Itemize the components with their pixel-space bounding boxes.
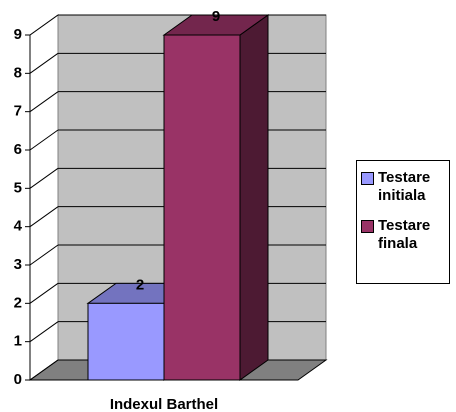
data-label: 2 xyxy=(136,276,144,293)
y-tick-label: 8 xyxy=(14,64,22,81)
legend-entry: Testare initiala xyxy=(361,169,449,205)
legend: Testare initiala Testare finala xyxy=(356,160,450,284)
y-tick-label: 1 xyxy=(14,333,22,350)
y-tick-label: 7 xyxy=(14,103,22,120)
y-tick-label: 0 xyxy=(14,371,22,388)
grid-line xyxy=(29,167,59,189)
legend-swatch xyxy=(361,220,374,233)
bar xyxy=(163,34,241,381)
data-label: 9 xyxy=(212,8,220,25)
y-tick-label: 9 xyxy=(14,26,22,43)
grid-line xyxy=(29,244,59,266)
grid-line xyxy=(29,206,59,228)
grid-line xyxy=(29,91,59,113)
y-tick-label: 3 xyxy=(14,256,22,273)
y-tick-label: 4 xyxy=(14,218,23,235)
grid-line xyxy=(29,129,59,151)
grid-line xyxy=(29,52,59,74)
grid-line xyxy=(29,14,59,36)
legend-label: Testare finala xyxy=(378,217,431,252)
bar-side xyxy=(239,14,269,381)
y-tick-label: 6 xyxy=(14,141,22,158)
y-tick-label: 2 xyxy=(14,294,22,311)
grid-line xyxy=(29,282,59,304)
bar xyxy=(87,302,165,381)
y-tick-label: 5 xyxy=(14,179,22,196)
legend-entry: Testare finala xyxy=(361,217,449,253)
legend-swatch xyxy=(361,172,374,185)
legend-label: Testare initiala xyxy=(378,169,431,204)
grid-line xyxy=(29,359,59,381)
grid-line xyxy=(29,321,59,343)
x-tick-label: Indexul Barthel xyxy=(110,396,218,412)
